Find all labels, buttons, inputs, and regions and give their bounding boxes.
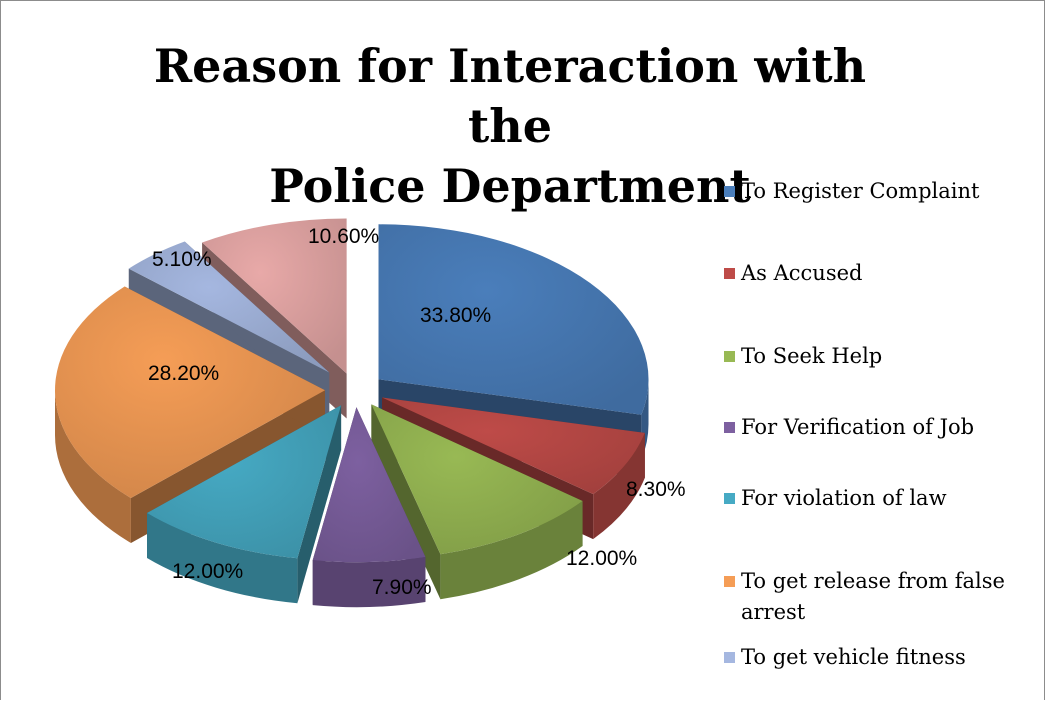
data-label: 10.60%	[308, 225, 379, 248]
data-label: 8.30%	[626, 478, 686, 501]
pie-slice-edge	[593, 432, 645, 540]
legend-label: To get release from false arrest	[741, 569, 1005, 624]
legend-item: To get release from false arrest	[724, 566, 1044, 628]
legend-swatch	[724, 268, 735, 279]
pie-slice-top	[147, 405, 342, 559]
chart-title: Reason for Interaction with the Police D…	[120, 36, 900, 216]
legend-item: As Accused	[724, 258, 1044, 289]
pie-slice-edge	[312, 557, 426, 608]
data-label: 12.00%	[566, 547, 637, 570]
legend-swatch	[724, 576, 735, 587]
data-label: 33.80%	[420, 304, 491, 327]
legend-item: To Register Complaint	[724, 176, 1044, 207]
pie-slice-top	[128, 241, 330, 373]
legend-label: For violation of law	[741, 486, 947, 510]
pie-slice-top	[202, 218, 347, 374]
pie-slice-edge	[440, 501, 583, 600]
legend-item: For violation of law	[724, 483, 1044, 514]
chart-title-line-2: Police Department	[269, 159, 751, 213]
pie-slice-top	[378, 224, 649, 415]
legend-swatch	[724, 422, 735, 433]
pie-slice-top	[312, 407, 426, 563]
pie-slice-edge	[147, 513, 298, 604]
pie-slice-edge	[55, 390, 131, 544]
pie-slice-top	[55, 286, 326, 499]
legend-item: To get vehicle fitness	[724, 642, 1044, 673]
legend-item: For Verification of Job	[724, 412, 1044, 443]
legend-item: To Seek Help	[724, 341, 1044, 372]
pie-slice-top	[371, 404, 583, 555]
pie-slice	[147, 405, 342, 604]
legend-label: To get vehicle fitness	[741, 645, 966, 669]
pie-slice	[312, 407, 426, 608]
legend-label: For Verification of Job	[741, 415, 975, 439]
pie-slice-top	[381, 397, 645, 495]
legend-label: To Seek Help	[741, 344, 883, 368]
legend-swatch	[724, 493, 735, 504]
data-label: 12.00%	[172, 560, 243, 583]
data-label: 28.20%	[148, 362, 219, 385]
pie-slice	[371, 404, 583, 600]
legend-swatch	[724, 351, 735, 362]
legend-swatch	[724, 652, 735, 663]
legend-label: As Accused	[741, 261, 863, 285]
legend-swatch	[724, 186, 735, 197]
data-label: 7.90%	[372, 576, 432, 599]
legend-label: To Register Complaint	[741, 179, 980, 203]
pie-slice-side	[371, 404, 441, 600]
data-label: 5.10%	[152, 248, 212, 271]
chart-title-line-1: Reason for Interaction with the	[153, 39, 867, 153]
